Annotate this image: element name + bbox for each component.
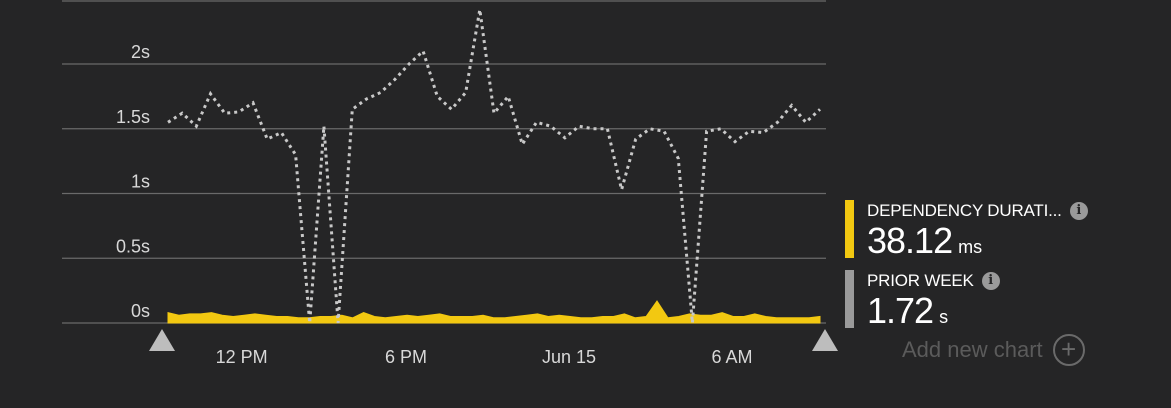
y-axis-ticks: 0s 0.5s 1s 1.5s 2s (116, 42, 150, 321)
range-handles (149, 329, 838, 351)
info-icon[interactable]: i (981, 272, 1000, 290)
legend-unit: ms (958, 237, 983, 257)
series-line-prior-week (167, 9, 822, 324)
y-tick-label: 1.5s (116, 107, 150, 127)
add-chart-label: Add new chart (902, 337, 1043, 362)
x-tick-label: Jun 15 (542, 347, 596, 367)
legend-value: 38.12 (867, 220, 953, 261)
legend-label: PRIOR WEEK (867, 271, 974, 290)
x-tick-label: 6 PM (385, 347, 427, 367)
x-tick-label: 12 PM (216, 347, 268, 367)
x-axis-ticks: 12 PM 6 PM Jun 15 6 AM (216, 347, 753, 367)
legend-value: 1.72 (867, 290, 934, 331)
y-tick-label: 1s (131, 172, 150, 192)
y-tick-label: 0s (131, 301, 150, 321)
range-handle-right[interactable] (812, 329, 838, 351)
legend-label: DEPENDENCY DURATI... (867, 201, 1062, 220)
y-tick-label: 2s (131, 42, 150, 62)
series-area-dependency-duration (167, 300, 821, 324)
series-layer (167, 9, 822, 324)
legend-unit: s (939, 307, 949, 327)
plus-circle-icon: + (1052, 334, 1085, 366)
info-icon[interactable]: i (1069, 202, 1088, 220)
gridlines (62, 0, 826, 324)
legend-color-bar (845, 270, 854, 328)
y-tick-label: 0.5s (116, 236, 150, 256)
add-chart-button[interactable]: Add new chart + (902, 334, 1085, 366)
x-tick-label: 6 AM (711, 347, 752, 367)
legend-color-bar (845, 200, 854, 258)
range-handle-left[interactable] (149, 329, 175, 351)
